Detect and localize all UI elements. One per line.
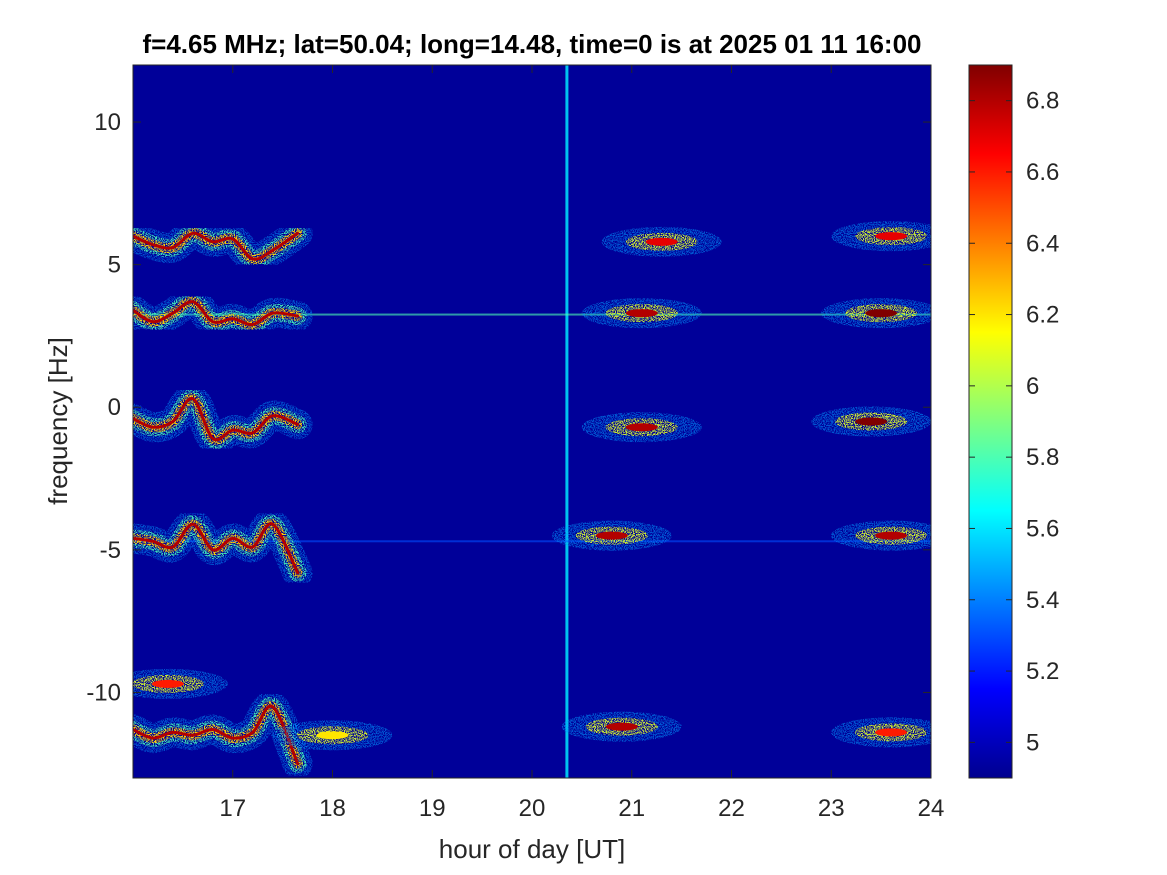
horizontal-line-1 — [133, 313, 931, 316]
chart-title: f=4.65 MHz; lat=50.04; long=14.48, time=… — [142, 29, 921, 59]
x-axis-ticks: 17 18 19 20 21 22 23 24 — [219, 65, 944, 822]
blob-4-core — [625, 423, 658, 432]
blob-3-core — [625, 309, 658, 318]
trace-4-core — [133, 704, 300, 766]
horizontal-line-2 — [133, 540, 931, 543]
blob-9-core — [855, 417, 888, 426]
y-axis-ticks: 10 5 0 -5 -10 — [86, 109, 931, 706]
y-tick-label: -5 — [100, 537, 121, 564]
blob-2-core — [645, 237, 678, 246]
blob-10-core — [875, 531, 908, 540]
colorbar-tick-label: 5.2 — [1026, 658, 1059, 685]
y-tick-label: 5 — [108, 252, 121, 279]
x-tick-label: 24 — [918, 795, 945, 822]
y-tick-label: 10 — [94, 109, 121, 136]
y-tick-label: 0 — [108, 394, 121, 421]
x-tick-label: 17 — [219, 795, 246, 822]
colorbar — [968, 64, 1013, 779]
x-tick-label: 21 — [618, 795, 645, 822]
blob-5-core — [595, 531, 628, 540]
blob-8-core — [865, 309, 898, 318]
y-axis-label: frequency [Hz] — [43, 337, 73, 505]
colorbar-ticks: 6.8 6.6 6.4 6.2 6 5.8 5.6 5.4 5.2 5 — [969, 88, 1059, 756]
x-tick-label: 23 — [818, 795, 845, 822]
x-tick-label: 18 — [319, 795, 346, 822]
blob-7-core — [875, 232, 908, 241]
colorbar-tick-label: 5.8 — [1026, 444, 1059, 471]
trace-1-core — [133, 300, 300, 327]
colorbar-tick-label: 5 — [1026, 729, 1039, 756]
colorbar-tick-label: 6.8 — [1026, 88, 1059, 115]
blob-1-core — [316, 731, 349, 740]
colorbar-tick-label: 6.6 — [1026, 159, 1059, 186]
blob-6-core — [605, 722, 638, 731]
colorbar-tick-label: 6.2 — [1026, 302, 1059, 329]
x-tick-label: 20 — [519, 795, 546, 822]
colorbar-tick-label: 6 — [1026, 373, 1039, 400]
colorbar-tick-label: 5.4 — [1026, 587, 1059, 614]
blob-0-core — [151, 679, 184, 688]
trace-2-core — [133, 397, 300, 442]
colorbar-tick-label: 6.4 — [1026, 230, 1059, 257]
trace-0-core — [133, 231, 300, 261]
y-tick-label: -10 — [86, 679, 121, 706]
x-tick-label: 19 — [419, 795, 446, 822]
vertical-line-0 — [565, 65, 569, 778]
x-axis-label: hour of day [UT] — [439, 834, 625, 864]
x-tick-label: 22 — [718, 795, 745, 822]
spectrogram-content — [133, 65, 931, 778]
trace-3-core — [133, 522, 300, 575]
colorbar-tick-label: 5.6 — [1026, 515, 1059, 542]
blob-11-core — [875, 728, 908, 737]
